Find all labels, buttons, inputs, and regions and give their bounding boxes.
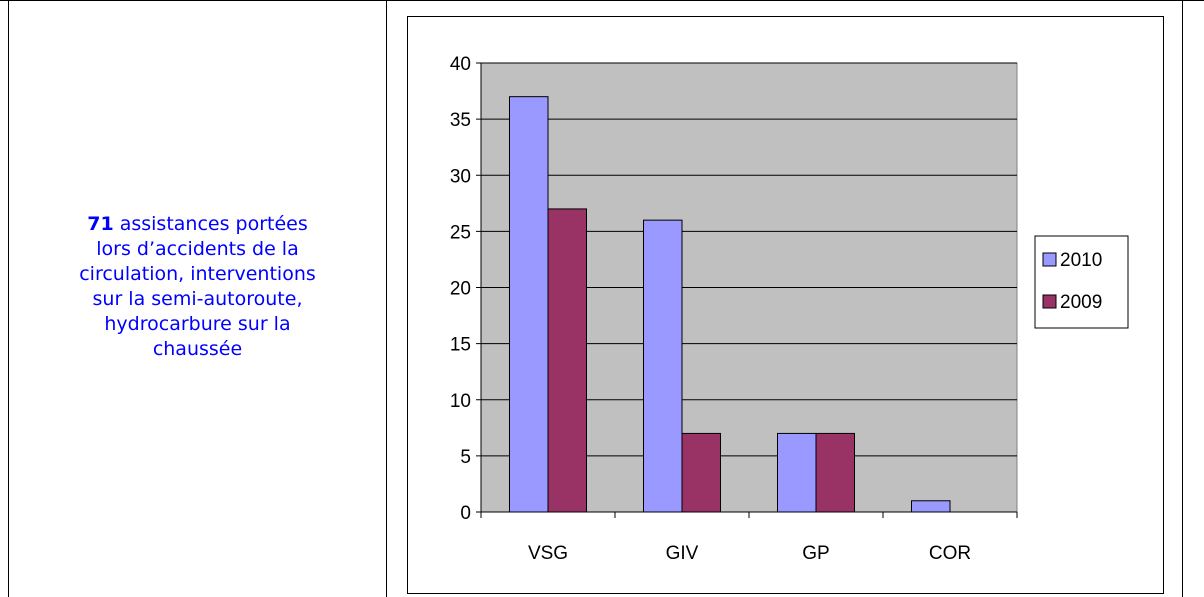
legend xyxy=(1034,235,1129,329)
table-column-divider-right xyxy=(1182,0,1183,597)
assistance-count: 71 xyxy=(87,213,114,235)
bar-2010-cor xyxy=(911,500,951,513)
y-tick-label: 40 xyxy=(450,54,471,75)
x-tick-label-cor: COR xyxy=(929,543,971,564)
y-tick-label: 35 xyxy=(450,110,471,131)
bar-2009-giv xyxy=(681,432,721,513)
description-line-1: assistances portées xyxy=(113,213,308,235)
description-line-6: chaussée xyxy=(152,338,243,360)
bar-2010-giv xyxy=(643,219,683,513)
description-line-3: circulation, interventions xyxy=(79,263,316,285)
bar-2010-gp xyxy=(777,432,817,513)
y-tick-label: 5 xyxy=(460,447,471,468)
bar-2009-gp xyxy=(815,432,855,513)
description-line-4: sur la semi-autoroute, xyxy=(92,288,303,310)
y-tick-label: 0 xyxy=(460,503,471,524)
y-tick-label: 30 xyxy=(450,166,471,187)
x-tick-label-vsg: VSG xyxy=(528,543,568,564)
y-tick-label: 15 xyxy=(450,335,471,356)
bar-chart: 0 5 10 15 20 25 30 35 40 VSG GIV GP COR 2010 2009 xyxy=(450,54,1129,564)
bar-2009-vsg xyxy=(547,208,587,513)
y-tick-label: 10 xyxy=(450,391,471,412)
x-tick-label-giv: GIV xyxy=(666,543,699,564)
legend-label-2010: 2010 xyxy=(1060,250,1102,271)
description-text: 71 assistances portées lors d’accidents … xyxy=(25,212,370,362)
chart-frame: 0 5 10 15 20 25 30 35 40 VSG GIV GP COR 2010 2009 xyxy=(407,16,1164,594)
bar-2010-vsg xyxy=(509,96,549,513)
description-line-5: hydrocarbure sur la xyxy=(104,313,291,335)
legend-swatch-2010 xyxy=(1042,252,1057,267)
y-tick-label: 25 xyxy=(450,222,471,243)
legend-label-2009: 2009 xyxy=(1060,292,1102,313)
table-top-border xyxy=(0,0,1204,1)
table-column-divider xyxy=(386,0,387,597)
description-line-2: lors d’accidents de la xyxy=(96,238,299,260)
table-left-border xyxy=(8,0,9,597)
x-tick-label-gp: GP xyxy=(802,543,829,564)
y-tick-label: 20 xyxy=(450,279,471,300)
legend-swatch-2009 xyxy=(1042,294,1057,309)
